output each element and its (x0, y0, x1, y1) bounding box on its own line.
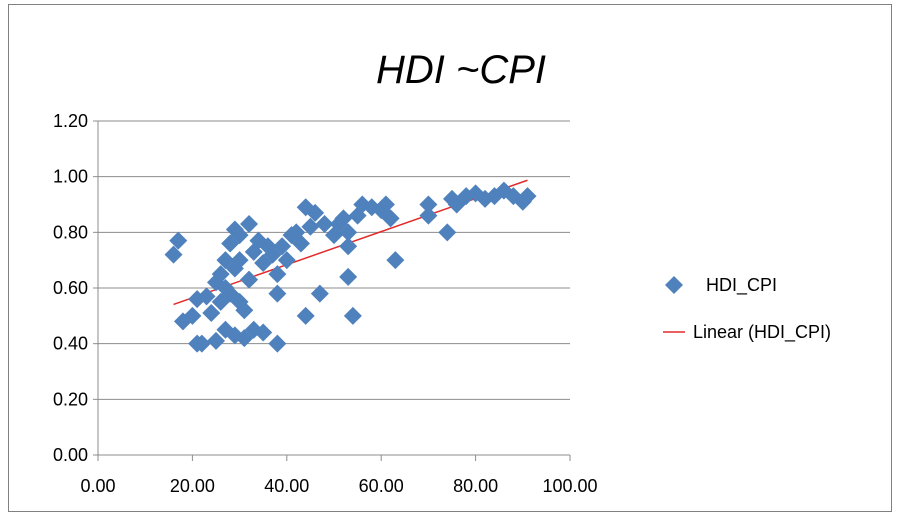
x-tick-label: 0.00 (80, 476, 115, 496)
data-point (277, 251, 296, 270)
data-point (192, 334, 211, 353)
data-point (240, 270, 259, 289)
data-point (310, 284, 329, 303)
data-point (339, 223, 358, 242)
data-point (268, 265, 287, 284)
x-tick-label: 60.00 (359, 476, 404, 496)
data-point (230, 226, 249, 245)
data-point (230, 251, 249, 270)
data-point (518, 187, 537, 206)
y-tick-label: 0.40 (53, 334, 88, 354)
chart-frame: HDI ~CPI 0.00 0.20 0.40 0.60 0.80 1.00 1.20 0.0… (8, 4, 892, 512)
data-point (339, 237, 358, 256)
legend: HDI_CPI Linear (HDI_CPI) (663, 275, 831, 343)
data-point (273, 237, 292, 256)
data-point (291, 234, 310, 253)
x-tick-label: 40.00 (264, 476, 309, 496)
data-point (494, 181, 513, 200)
data-point (164, 245, 183, 264)
y-tick-label: 0.80 (53, 222, 88, 242)
data-point (235, 301, 254, 320)
data-point (197, 287, 216, 306)
data-point (211, 265, 230, 284)
data-point (386, 251, 405, 270)
data-point (249, 231, 268, 250)
data-point (296, 306, 315, 325)
data-point (301, 217, 320, 236)
y-tick-label: 0.00 (53, 445, 88, 465)
data-point (438, 223, 457, 242)
data-point (268, 284, 287, 303)
data-point (169, 231, 188, 250)
data-point (339, 267, 358, 286)
data-point (254, 323, 273, 342)
data-point (202, 304, 221, 323)
legend-item-series: HDI_CPI (665, 275, 777, 296)
data-point (381, 209, 400, 228)
data-points (164, 181, 537, 353)
y-tick-label: 1.00 (53, 167, 88, 187)
legend-item-trendline: Linear (HDI_CPI) (663, 322, 831, 343)
data-point (254, 253, 273, 272)
data-point (334, 209, 353, 228)
y-tick-label: 0.20 (53, 389, 88, 409)
data-point (268, 334, 287, 353)
data-point (207, 331, 225, 350)
data-point (183, 306, 202, 325)
x-tick-label: 20.00 (170, 476, 215, 496)
data-point (306, 203, 325, 222)
chart-title: HDI ~CPI (376, 48, 546, 92)
data-point (376, 195, 395, 214)
data-point (419, 195, 438, 214)
x-tick-label: 80.00 (453, 476, 498, 496)
axis-layer: 0.00 0.20 0.40 0.60 0.80 1.00 1.20 0.00 20.00 40.… (53, 111, 598, 496)
x-tick-label: 100.00 (542, 476, 597, 496)
data-point (419, 206, 438, 225)
data-point (244, 320, 263, 339)
legend-diamond-marker (665, 276, 683, 294)
grid-layer (98, 120, 570, 456)
legend-label-series: HDI_CPI (706, 275, 777, 296)
legend-label-trendline: Linear (HDI_CPI) (693, 322, 831, 343)
data-point (343, 306, 362, 325)
data-point (240, 214, 259, 233)
y-tick-label: 0.60 (53, 278, 88, 298)
data-point (315, 214, 334, 233)
chart-svg: HDI ~CPI 0.000.200.400.600.801.001.200.0… (53, 48, 831, 496)
y-tick-label: 1.20 (53, 111, 88, 131)
data-point (244, 242, 263, 261)
